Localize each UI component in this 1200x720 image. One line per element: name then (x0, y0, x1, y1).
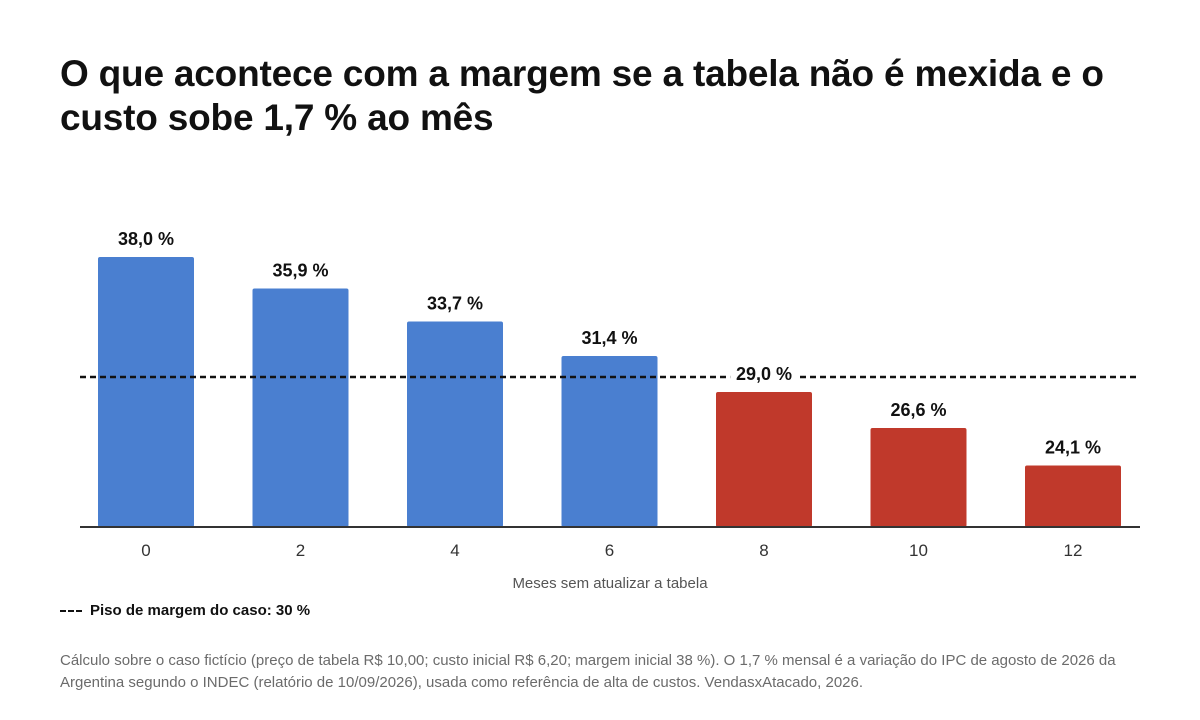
bar-10 (870, 428, 967, 527)
bar-8 (716, 392, 812, 527)
bar-4 (407, 321, 503, 527)
data-label-bg-10 (884, 398, 953, 422)
legend-floor-label: Piso de margem do caso: 30 % (90, 602, 311, 619)
x-tick-label-12: 12 (1064, 541, 1083, 560)
footnote: Cálculo sobre o caso fictício (preço de … (60, 652, 1116, 691)
bar-2 (252, 288, 349, 527)
data-label-10: 26,6 % (890, 400, 946, 420)
data-label-bg-2 (266, 258, 335, 283)
data-label-bg-8 (730, 362, 798, 386)
data-label-8: 29,0 % (736, 364, 792, 384)
data-label-2: 35,9 % (272, 261, 328, 281)
x-axis-title: Meses sem atualizar a tabela (512, 575, 708, 592)
data-label-12: 24,1 % (1045, 438, 1101, 458)
chart-title: O que acontece com a margem se a tabela … (60, 53, 1104, 138)
bar-12 (1025, 465, 1121, 527)
x-tick-label-10: 10 (909, 541, 928, 560)
bar-0 (98, 257, 194, 527)
bar-6 (561, 356, 658, 527)
x-tick-label-4: 4 (450, 541, 459, 560)
data-label-6: 31,4 % (581, 328, 637, 348)
x-tick-label-8: 8 (759, 541, 768, 560)
data-label-bg-12 (1039, 435, 1107, 460)
data-label-bg-0 (112, 227, 180, 251)
data-label-bg-4 (421, 291, 489, 316)
data-label-4: 33,7 % (427, 294, 483, 314)
data-label-bg-6 (575, 326, 644, 350)
data-label-0: 38,0 % (118, 229, 174, 249)
x-tick-label-6: 6 (605, 541, 614, 560)
legend: Piso de margem do caso: 30 % (60, 602, 310, 619)
x-tick-label-2: 2 (296, 541, 305, 560)
x-tick-label-0: 0 (141, 541, 150, 560)
dashed-line-swatch (60, 609, 82, 612)
